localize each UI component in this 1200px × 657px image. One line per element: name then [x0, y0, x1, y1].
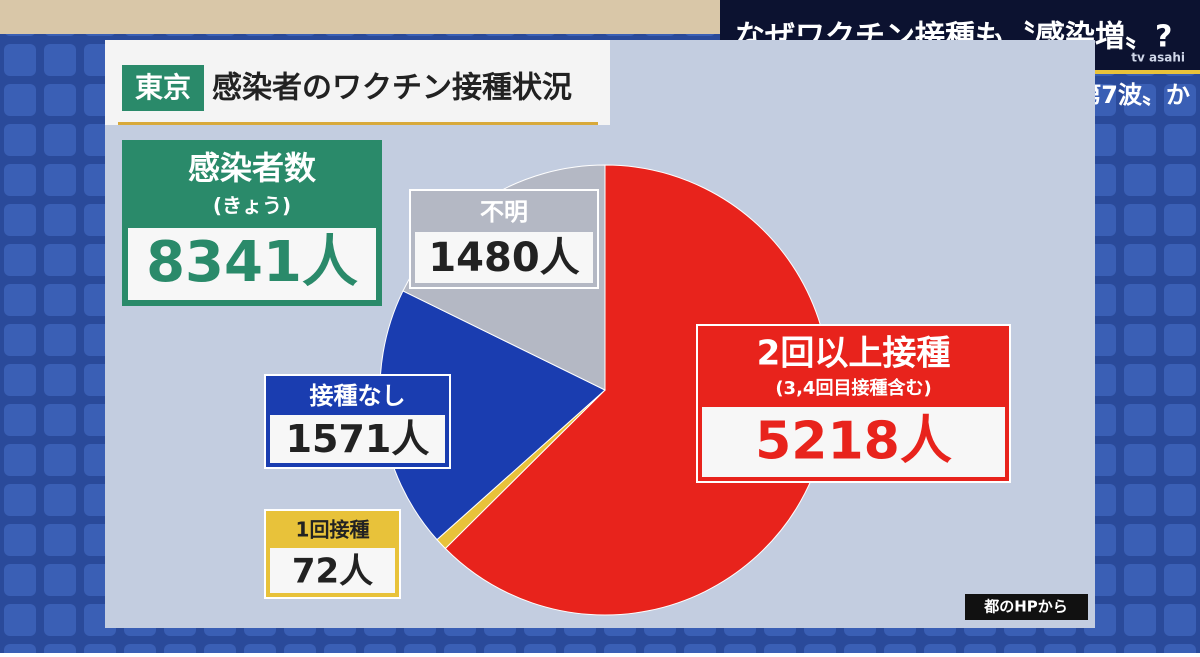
source-box [965, 594, 1088, 620]
region-badge [122, 65, 204, 111]
value-label: 1571人 [286, 417, 430, 461]
category-label: 接種なし [310, 382, 406, 410]
category-label: 1回接種 [296, 518, 370, 542]
label-body [270, 548, 395, 593]
value-label: 1480人 [428, 235, 579, 281]
region: 東京 [135, 71, 191, 104]
chart-title: 感染者のワクチン接種状況 [212, 71, 572, 106]
category-note: (3,4回目接種含む) [775, 377, 931, 399]
category-label: 2回以上接種 [757, 334, 951, 374]
total-label: 8341人 [146, 230, 358, 295]
source: 都のHPから [983, 598, 1068, 616]
total-heading: 感染者数 [188, 149, 317, 187]
value-label: 5218人 [755, 412, 952, 472]
value-label: 72人 [292, 552, 373, 592]
channel: tv asahi [1131, 51, 1185, 65]
label-body [415, 232, 593, 283]
label-body [270, 415, 445, 463]
total-subheading: (きょう) [213, 194, 291, 218]
total-body [128, 228, 376, 300]
labels: 2回以上接種 (3,4回目接種含む) 5218人 1回接種 72人 接種なし 1571人 不明… [264, 189, 1011, 599]
title-rule [118, 122, 598, 125]
category-label: 不明 [480, 198, 528, 226]
label-body [702, 407, 1005, 477]
